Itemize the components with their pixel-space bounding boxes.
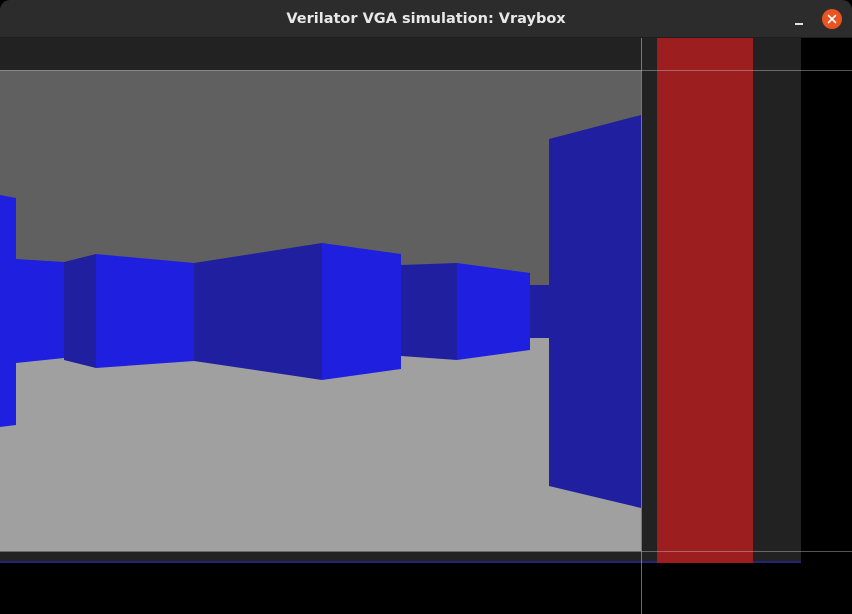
vga-display[interactable] — [0, 38, 852, 614]
raycast-scene — [0, 38, 852, 614]
close-icon — [827, 14, 837, 24]
overscan-bottom — [0, 551, 801, 563]
minimize-button[interactable] — [788, 9, 810, 31]
wall-segment — [0, 195, 16, 427]
wall-segment — [549, 115, 641, 508]
bottom-blue-line — [0, 561, 801, 563]
wall-segment — [64, 254, 96, 368]
wall-segment — [401, 263, 457, 360]
red-column — [657, 38, 753, 563]
window-title: Verilator VGA simulation: Vraybox — [286, 11, 566, 27]
wall-segment — [530, 285, 549, 338]
wall-segment — [16, 259, 64, 363]
wall-segment — [96, 254, 194, 368]
title-bar[interactable]: Verilator VGA simulation: Vraybox — [0, 0, 852, 38]
wall-segment — [457, 263, 530, 360]
close-button[interactable] — [822, 9, 842, 29]
wall-segment — [322, 243, 401, 380]
wall-segment — [194, 243, 322, 380]
